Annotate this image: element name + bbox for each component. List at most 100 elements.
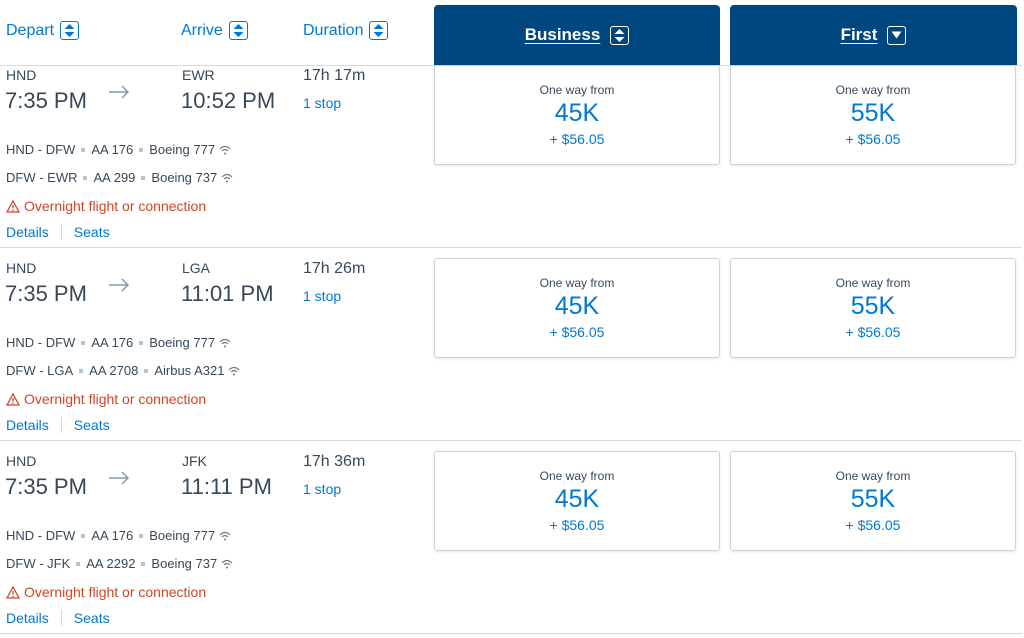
arrow-right-icon [109, 278, 130, 292]
details-link[interactable]: Details [6, 610, 49, 626]
segment-aircraft: Boeing 777 [149, 335, 216, 350]
fare-label: One way from [539, 276, 615, 290]
origin-code: HND [6, 453, 37, 469]
fare-taxes: + $56.05 [549, 131, 605, 147]
flight-row: HND 7:35 PM EWR 10:52 PM 17h 17m 1 stop … [0, 58, 1024, 248]
arrive-time: 11:11 PM [181, 474, 272, 499]
stops-link[interactable]: 1 stop [303, 95, 342, 111]
duration: 17h 17m [303, 67, 366, 84]
seats-link[interactable]: Seats [73, 417, 110, 433]
wifi-icon [221, 173, 233, 182]
sort-icon [60, 21, 80, 40]
fare-taxes: + $56.05 [845, 131, 901, 147]
fare-label: One way from [539, 469, 615, 483]
destination-code: JFK [182, 453, 207, 469]
segment-flight: AA 176 [91, 528, 134, 543]
link-separator [60, 224, 62, 240]
origin-code: HND [6, 260, 37, 276]
separator-dot [139, 147, 144, 152]
row-divider [0, 633, 1022, 634]
fare-points: 45K [554, 99, 600, 127]
sort-icon [610, 25, 630, 45]
business-cabin-header[interactable]: Business [434, 5, 720, 65]
fare-points: 55K [850, 485, 896, 513]
segment-2: DFW - EWR AA 299 Boeing 737 [6, 170, 233, 185]
first-fare-button[interactable]: One way from 55K + $56.05 [730, 65, 1016, 165]
business-fare-button[interactable]: One way from 45K + $56.05 [434, 451, 720, 551]
fare-taxes: + $56.05 [845, 517, 901, 533]
wifi-icon [229, 366, 240, 375]
fare-label: One way from [835, 83, 911, 97]
sort-icon [369, 21, 389, 40]
business-fare-button[interactable]: One way from 45K + $56.05 [434, 258, 720, 358]
fare-label: One way from [539, 83, 615, 97]
seats-link[interactable]: Seats [73, 224, 110, 240]
separator-dot [81, 340, 86, 345]
segment-2: DFW - JFK AA 2292 Boeing 737 [6, 556, 233, 571]
row-divider [0, 247, 1022, 248]
link-separator [60, 417, 62, 433]
fare-taxes: + $56.05 [549, 517, 605, 533]
first-fare-button[interactable]: One way from 55K + $56.05 [730, 258, 1016, 358]
details-link[interactable]: Details [6, 417, 49, 433]
business-fare-button[interactable]: One way from 45K + $56.05 [434, 65, 720, 165]
seats-link[interactable]: Seats [73, 610, 110, 626]
segment-aircraft: Boeing 737 [151, 170, 218, 185]
row-links: Details Seats [6, 224, 110, 240]
segment-route: DFW - EWR [6, 170, 78, 185]
fare-label: One way from [835, 276, 911, 290]
wifi-icon [221, 559, 233, 568]
depart-time: 7:35 PM [5, 474, 87, 499]
separator-dot [81, 147, 86, 152]
segment-2: DFW - LGA AA 2708 Airbus A321 [6, 363, 240, 378]
segment-route: HND - DFW [6, 335, 76, 350]
fare-label: One way from [835, 469, 911, 483]
separator-dot [141, 561, 146, 566]
segment-route: DFW - JFK [6, 556, 71, 571]
arrow-right-icon [109, 85, 130, 99]
depart-sort-header[interactable]: Depart [6, 21, 80, 40]
wifi-icon [219, 531, 231, 540]
separator-dot [79, 368, 84, 373]
overnight-warning: Overnight flight or connection [6, 584, 206, 600]
first-fare-button[interactable]: One way from 55K + $56.05 [730, 451, 1016, 551]
arrive-time: 11:01 PM [181, 281, 274, 306]
business-cabin-label: Business [524, 25, 601, 44]
segment-flight: AA 2708 [89, 363, 139, 378]
arrive-sort-header[interactable]: Arrive [181, 21, 248, 40]
duration-header-label: Duration [303, 21, 364, 39]
segment-route: HND - DFW [6, 142, 76, 157]
row-divider [0, 440, 1022, 441]
segment-flight: AA 176 [91, 142, 134, 157]
row-links: Details Seats [6, 417, 110, 433]
segment-route: DFW - LGA [6, 363, 74, 378]
segment-flight: AA 2292 [86, 556, 136, 571]
warning-icon [6, 392, 20, 406]
link-separator [60, 610, 62, 626]
segment-aircraft: Boeing 777 [149, 528, 216, 543]
flight-row: HND 7:35 PM LGA 11:01 PM 17h 26m 1 stop … [0, 251, 1024, 441]
fare-taxes: + $56.05 [845, 324, 901, 340]
chevron-down-icon [887, 25, 907, 45]
separator-dot [139, 533, 144, 538]
segment-1: HND - DFW AA 176 Boeing 777 [6, 528, 231, 543]
duration-sort-header[interactable]: Duration [303, 21, 389, 40]
depart-time: 7:35 PM [5, 281, 87, 306]
stops-link[interactable]: 1 stop [303, 288, 342, 304]
fare-points: 55K [850, 99, 896, 127]
fare-points: 45K [554, 292, 600, 320]
depart-header-label: Depart [6, 21, 55, 39]
first-cabin-header[interactable]: First [730, 5, 1017, 65]
row-links: Details Seats [6, 610, 110, 626]
segment-aircraft: Airbus A321 [154, 363, 225, 378]
origin-code: HND [6, 67, 37, 83]
destination-code: LGA [182, 260, 211, 276]
overnight-warning: Overnight flight or connection [6, 391, 206, 407]
flight-row: HND 7:35 PM JFK 11:11 PM 17h 36m 1 stop … [0, 444, 1024, 634]
segment-1: HND - DFW AA 176 Boeing 777 [6, 335, 231, 350]
separator-dot [144, 368, 149, 373]
separator-dot [141, 175, 146, 180]
details-link[interactable]: Details [6, 224, 49, 240]
stops-link[interactable]: 1 stop [303, 481, 342, 497]
fare-taxes: + $56.05 [549, 324, 605, 340]
